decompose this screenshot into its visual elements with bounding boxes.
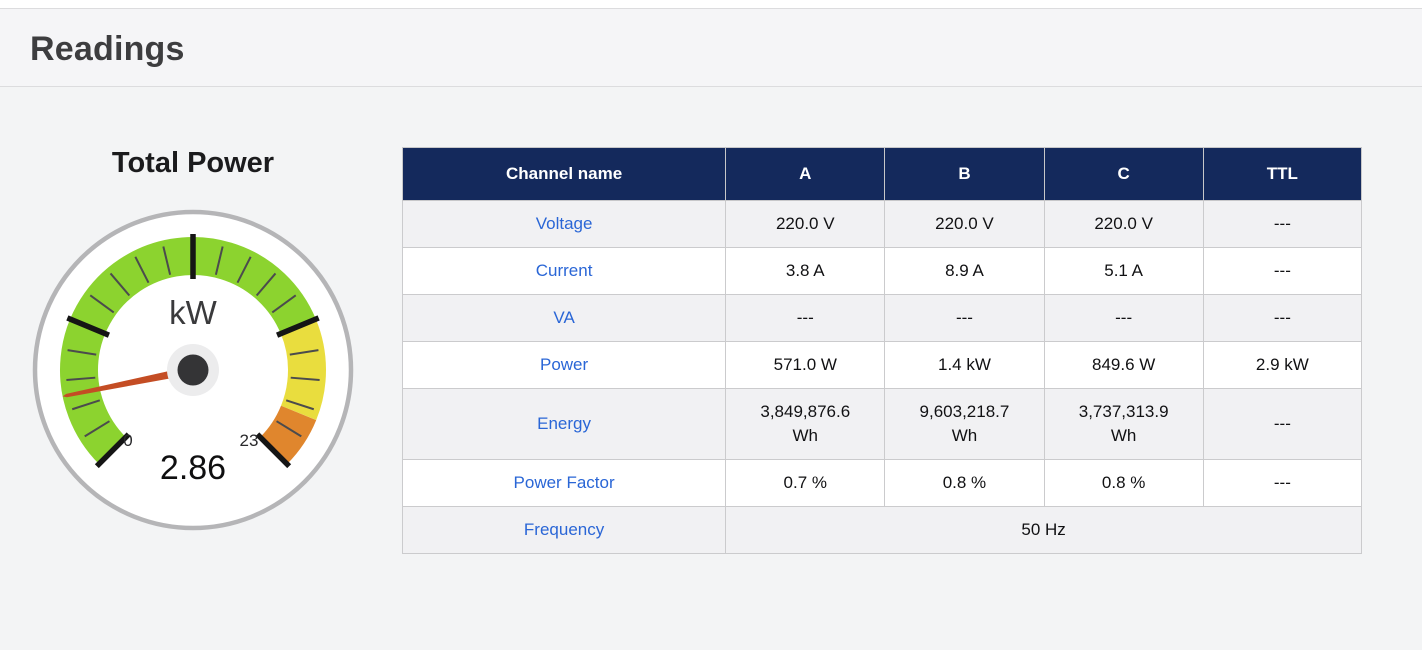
value-cell: ---: [1202, 459, 1363, 507]
gauge-max-label: 23: [240, 431, 259, 450]
value-cell: ---: [1043, 294, 1204, 342]
value-cell: 0.7 %: [725, 459, 886, 507]
gauge-minor-tick: [109, 272, 131, 297]
gauge-minor-tick: [162, 246, 172, 275]
gauge-minor-tick: [236, 256, 252, 284]
value-cell: ---: [884, 294, 1045, 342]
gauge-min-label: 0: [123, 431, 132, 450]
channel-name-cell: Current: [401, 247, 727, 295]
col-header-channel-name: Channel name: [401, 147, 727, 201]
value-cell: 3.8 A: [725, 247, 886, 295]
main-content: Total Power kW 0 23 2.86 Channel name A B C…: [0, 87, 1422, 554]
gauge-zone: [60, 237, 316, 465]
table-row-energy: Energy 3,849,876.6 Wh 9,603,218.7 Wh 3,737,…: [401, 388, 1363, 460]
gauge-major-tick: [255, 432, 292, 469]
col-header-a: A: [725, 147, 886, 201]
gauge-minor-tick: [84, 420, 110, 438]
page-header: Readings: [0, 9, 1422, 87]
channel-link-frequency[interactable]: Frequency: [523, 520, 605, 539]
channel-link-current[interactable]: Current: [535, 261, 593, 280]
value-cell: 9,603,218.7 Wh: [884, 388, 1045, 460]
col-header-c: C: [1043, 147, 1204, 201]
table-row-voltage: Voltage 220.0 V 220.0 V 220.0 V ---: [401, 200, 1363, 248]
value-cell: 220.0 V: [884, 200, 1045, 248]
gauge-zone: [280, 319, 326, 421]
table-row-current: Current 3.8 A 8.9 A 5.1 A ---: [401, 247, 1363, 295]
channel-name-cell: Energy: [401, 388, 727, 460]
channel-link-energy[interactable]: Energy: [537, 414, 592, 433]
value-cell: 571.0 W: [725, 341, 886, 389]
gauge-title: Total Power: [111, 147, 275, 179]
gauge-unit-label: kW: [169, 294, 218, 331]
gauge-minor-tick: [276, 420, 302, 438]
gauge-value: 2.86: [160, 449, 226, 487]
channel-link-power[interactable]: Power: [539, 355, 589, 374]
gauge-minor-tick: [66, 376, 96, 381]
readings-table: Channel name A B C TTL Voltage 220.0 V 220.0 V…: [401, 147, 1363, 554]
gauge-minor-tick: [214, 246, 224, 275]
gauge-needle: [62, 365, 194, 398]
gauge-panel: Total Power kW 0 23 2.86: [0, 147, 386, 536]
value-cell: ---: [1202, 294, 1363, 342]
value-cell: 1.4 kW: [884, 341, 1045, 389]
value-cell: 3,737,313.9 Wh: [1043, 388, 1204, 460]
channel-name-cell: Power Factor: [401, 459, 727, 507]
gauge-minor-tick: [289, 349, 319, 356]
value-cell: ---: [1202, 388, 1363, 460]
value-cell: 8.9 A: [884, 247, 1045, 295]
value-cell: 5.1 A: [1043, 247, 1204, 295]
value-cell: 220.0 V: [1043, 200, 1204, 248]
value-cell: ---: [725, 294, 886, 342]
value-cell: 50 Hz: [725, 506, 1362, 554]
gauge-minor-tick: [290, 376, 320, 381]
channel-link-va[interactable]: VA: [553, 308, 575, 327]
table-row-frequency: Frequency 50 Hz: [401, 506, 1362, 554]
value-cell: 2.9 kW: [1202, 341, 1363, 389]
value-cell: ---: [1202, 200, 1363, 248]
value-cell: 0.8 %: [1043, 459, 1204, 507]
channel-link-voltage[interactable]: Voltage: [535, 214, 593, 233]
value-cell: 220.0 V: [725, 200, 886, 248]
gauge-hub: [177, 354, 209, 386]
value-cell: 849.6 W: [1043, 341, 1204, 389]
gauge-minor-tick: [71, 399, 101, 411]
value-cell: ---: [1202, 247, 1363, 295]
gauge-minor-tick: [67, 349, 97, 356]
table-row-power-factor: Power Factor 0.7 % 0.8 % 0.8 % ---: [401, 459, 1363, 507]
value-cell: 0.8 %: [884, 459, 1045, 507]
table-row-power: Power 571.0 W 1.4 kW 849.6 W 2.9 kW: [401, 341, 1363, 389]
total-power-gauge: kW 0 23 2.86: [32, 209, 354, 531]
top-divider-strip: [0, 0, 1422, 9]
table-row-va: VA --- --- --- ---: [401, 294, 1363, 342]
gauge-minor-tick: [134, 256, 150, 284]
readings-table-panel: Channel name A B C TTL Voltage 220.0 V 220.0 V…: [386, 147, 1363, 554]
channel-name-cell: Voltage: [401, 200, 727, 248]
col-header-ttl: TTL: [1202, 147, 1363, 201]
col-header-b: B: [884, 147, 1045, 201]
gauge-major-tick: [66, 315, 110, 338]
gauge-major-tick: [94, 432, 131, 469]
gauge-minor-tick: [255, 272, 277, 297]
gauge-minor-tick: [89, 294, 115, 314]
channel-name-cell: VA: [401, 294, 727, 342]
page-title: Readings: [30, 30, 185, 68]
gauge-minor-tick: [285, 399, 315, 411]
gauge-major-tick: [276, 315, 320, 338]
table-header-row: Channel name A B C TTL: [401, 147, 1363, 201]
channel-link-power-factor[interactable]: Power Factor: [513, 473, 615, 492]
channel-name-cell: Frequency: [401, 506, 727, 554]
gauge-minor-tick: [271, 294, 297, 314]
value-cell: 3,849,876.6 Wh: [725, 388, 886, 460]
channel-name-cell: Power: [401, 341, 727, 389]
